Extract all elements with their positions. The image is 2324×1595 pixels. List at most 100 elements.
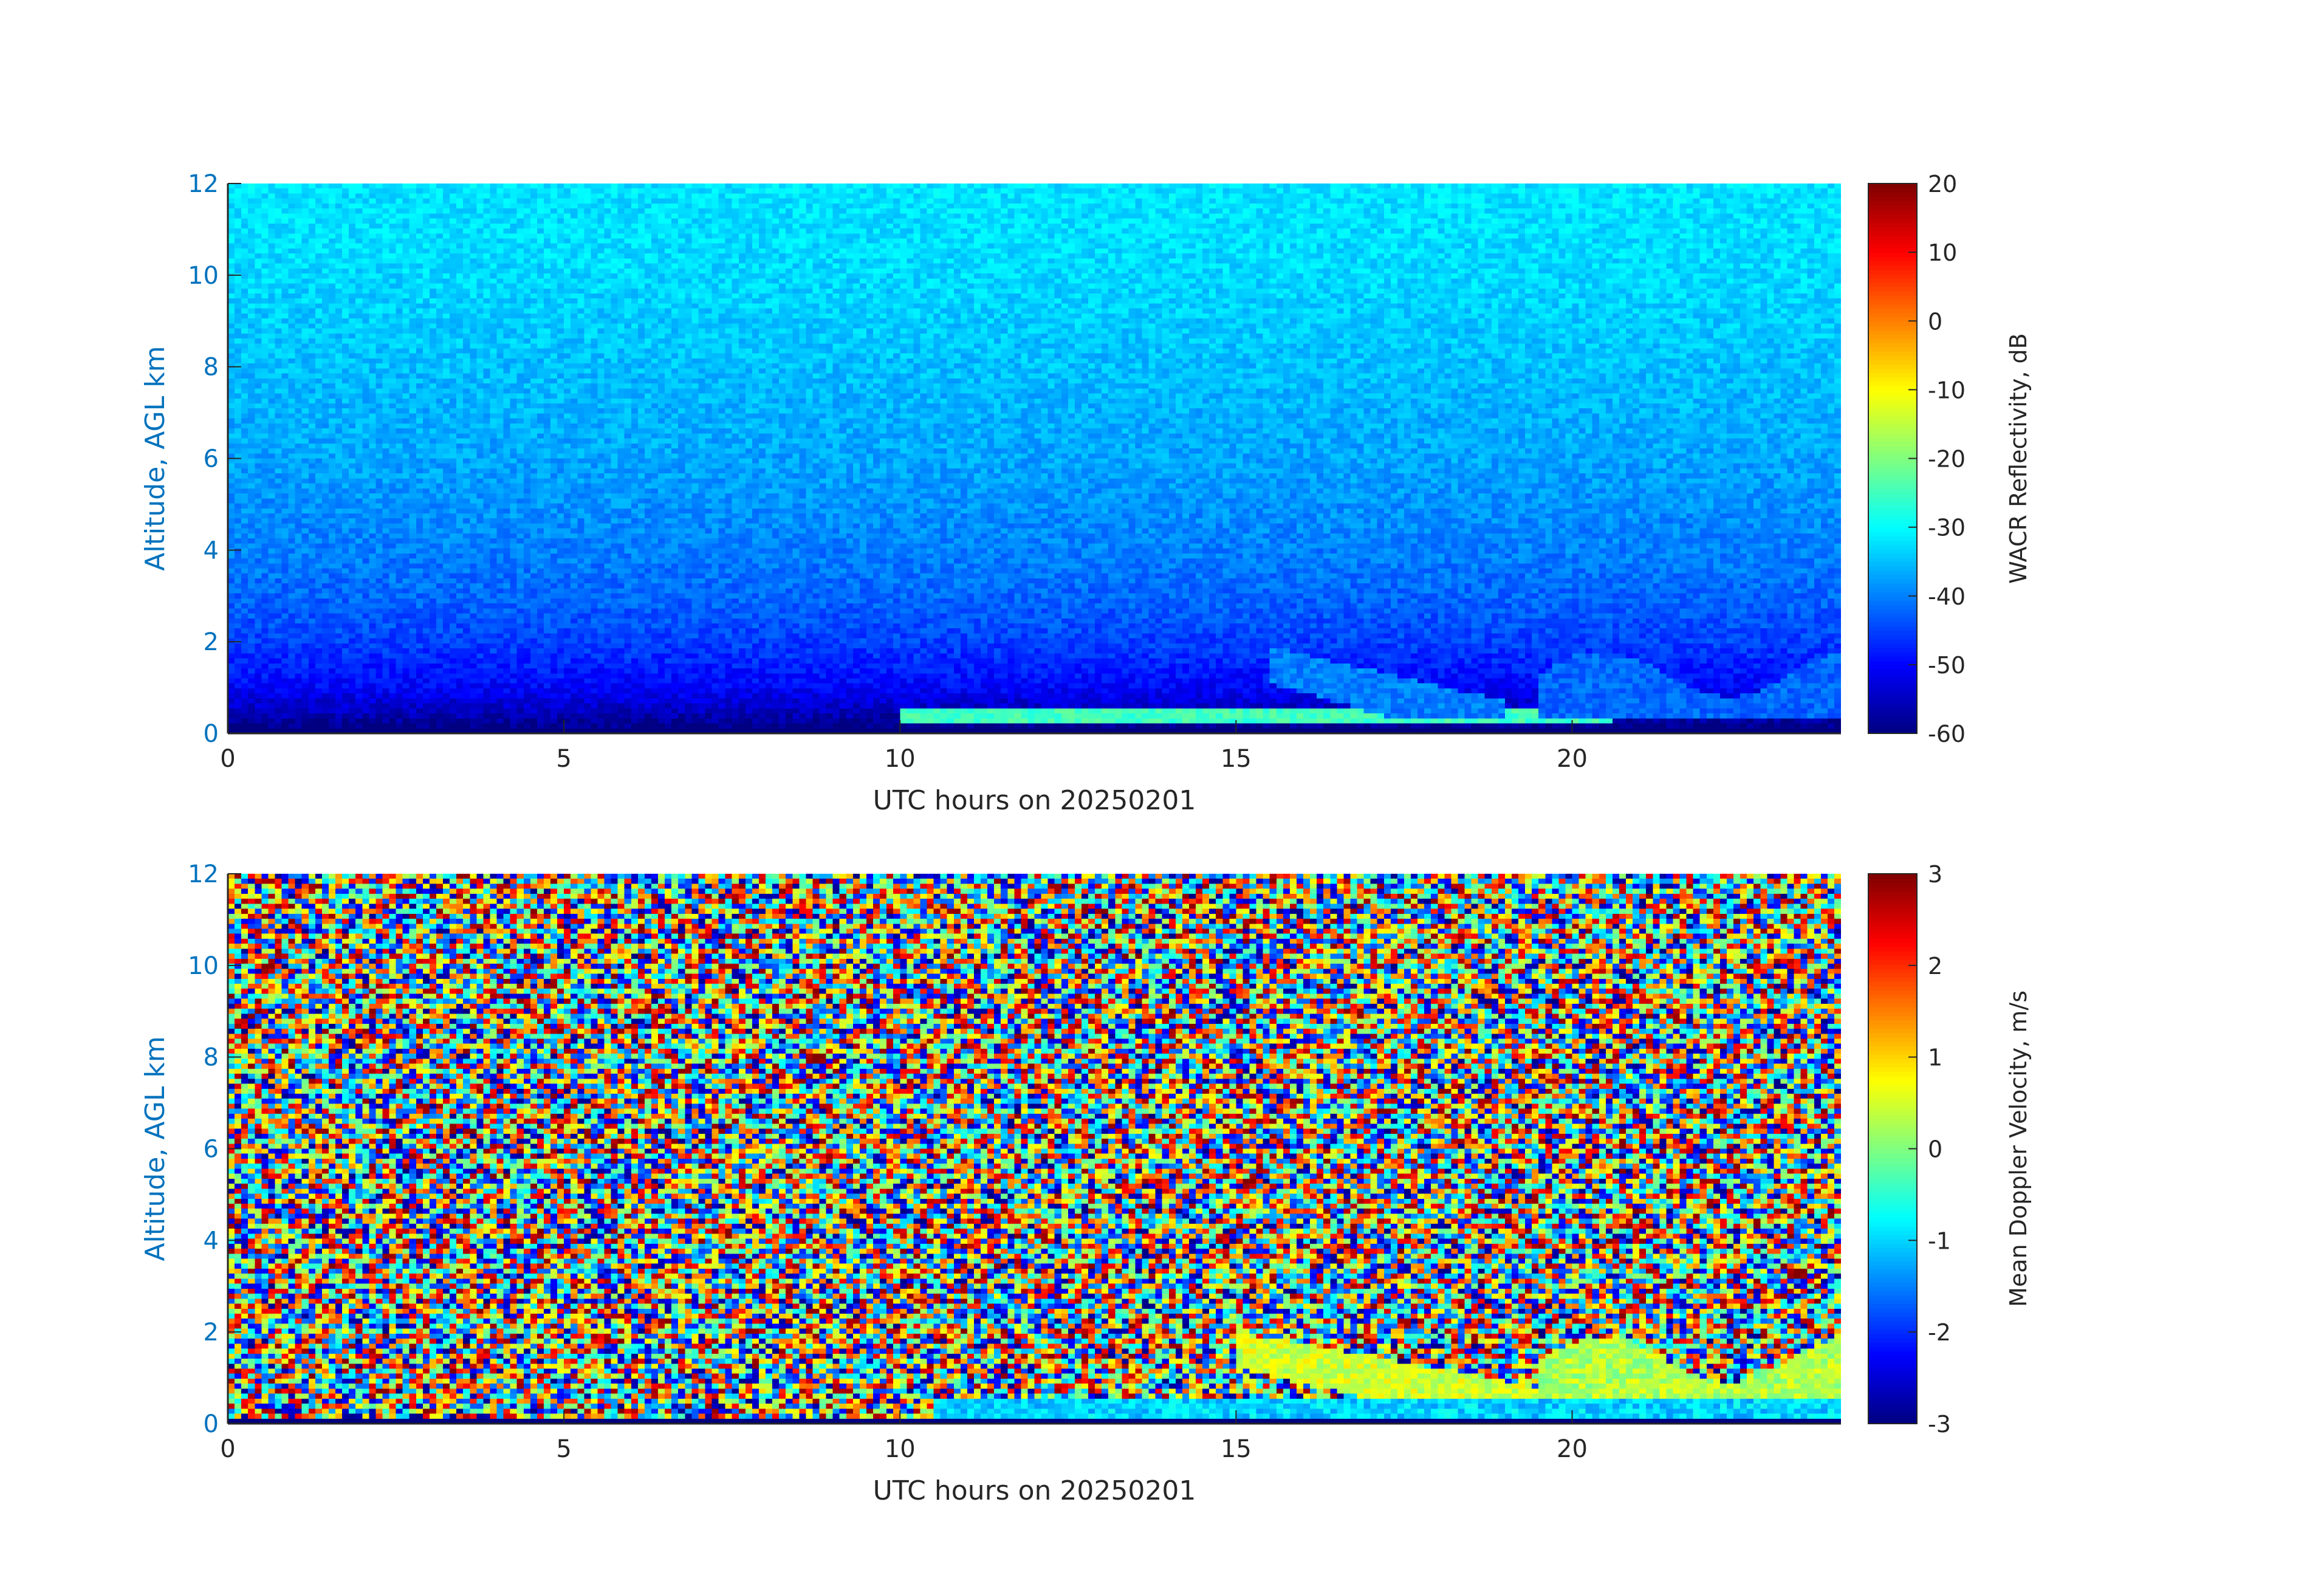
colorbar-segment	[1868, 222, 1917, 227]
y-tick-label: 4	[204, 1227, 219, 1255]
y-tick-label: 4	[204, 537, 219, 564]
colorbar-tick-label: -20	[1928, 446, 1966, 473]
colorbar-segment	[1868, 1230, 1917, 1235]
colorbar-segment	[1868, 587, 1917, 592]
colorbar-segment	[1868, 1187, 1917, 1193]
y-axis-label: Altitude, AGL km	[140, 346, 171, 571]
colorbar-segment	[1868, 1410, 1917, 1416]
colorbar-segment	[1868, 929, 1917, 935]
y-tick-label: 8	[204, 354, 219, 382]
colorbar-segment	[1868, 964, 1917, 969]
colorbar-segment	[1868, 1359, 1917, 1365]
colorbar-segment	[1868, 707, 1917, 713]
colorbar-segment	[1868, 325, 1917, 331]
colorbar-tick-label: 20	[1928, 171, 1957, 197]
colorbar-segment	[1868, 1247, 1917, 1253]
colorbar-segment	[1868, 664, 1917, 670]
colorbar-segment	[1868, 690, 1917, 696]
colorbar-segment	[1868, 951, 1917, 956]
x-tick-label: 15	[1221, 1435, 1252, 1463]
colorbar-segment	[1868, 553, 1917, 558]
colorbar-segment	[1868, 1192, 1917, 1197]
colorbar-segment	[1868, 1277, 1917, 1283]
colorbar-segment	[1868, 406, 1917, 412]
colorbar-segment	[1868, 286, 1917, 292]
colorbar-segment	[1868, 1041, 1917, 1046]
colorbar-segment	[1868, 912, 1917, 918]
colorbar-segment	[1868, 450, 1917, 455]
colorbar-segment	[1868, 531, 1917, 537]
colorbar-segment	[1868, 656, 1917, 661]
colorbar-segment	[1868, 1075, 1917, 1081]
x-tick-label: 5	[556, 1435, 571, 1463]
colorbar-segment	[1868, 540, 1917, 545]
colorbar-segment	[1868, 479, 1917, 485]
y-tick-label: 8	[204, 1044, 219, 1072]
colorbar-segment	[1868, 484, 1917, 489]
colorbar-segment	[1868, 1264, 1917, 1270]
colorbar-segment	[1868, 617, 1917, 623]
colorbar-segment	[1868, 433, 1917, 438]
y-tick-label: 12	[188, 170, 219, 198]
colorbar-segment	[1868, 196, 1917, 202]
colorbar-segment	[1868, 445, 1917, 451]
colorbar-tick-label: 2	[1928, 953, 1942, 979]
colorbar-segment	[1868, 252, 1917, 258]
colorbar-segment	[1868, 1269, 1917, 1274]
colorbar-segment	[1868, 1342, 1917, 1347]
colorbar-segment	[1868, 1385, 1917, 1390]
colorbar-segment	[1868, 506, 1917, 511]
colorbar-segment	[1868, 510, 1917, 515]
colorbar-segment	[1868, 1320, 1917, 1326]
colorbar-segment	[1868, 630, 1917, 636]
colorbar-segment	[1868, 303, 1917, 309]
colorbar-segment	[1868, 933, 1917, 939]
x-tick-label: 15	[1221, 745, 1252, 773]
colorbar-segment	[1868, 673, 1917, 679]
colorbar-segment	[1868, 209, 1917, 214]
colorbar-segment	[1868, 729, 1917, 734]
colorbar-segment	[1868, 626, 1917, 631]
y-tick-label: 6	[204, 445, 219, 473]
colorbar-segment	[1868, 192, 1917, 197]
colorbar-segment	[1868, 1308, 1917, 1313]
colorbar-segment	[1868, 1071, 1917, 1077]
colorbar-segment	[1868, 998, 1917, 1004]
colorbar-segment	[1868, 1354, 1917, 1360]
y-tick-label: 6	[204, 1136, 219, 1164]
colorbar-tick-label: -60	[1928, 721, 1966, 747]
colorbar-segment	[1868, 1144, 1917, 1150]
colorbar-segment	[1868, 385, 1917, 391]
colorbar-segment	[1868, 1007, 1917, 1012]
colorbar-segment	[1868, 874, 1917, 879]
colorbar-segment	[1868, 269, 1917, 275]
x-tick-label: 0	[220, 745, 235, 773]
colorbar-segment	[1868, 282, 1917, 287]
colorbar-segment	[1868, 184, 1917, 189]
colorbar-segment	[1868, 428, 1917, 434]
colorbar-segment	[1868, 1114, 1917, 1120]
colorbar-segment	[1868, 1406, 1917, 1411]
colorbar-segment	[1868, 1170, 1917, 1175]
colorbar-segment	[1868, 959, 1917, 965]
colorbar-segment	[1868, 608, 1917, 614]
colorbar-segment	[1868, 226, 1917, 232]
colorbar-segment	[1868, 1381, 1917, 1386]
y-tick-label: 12	[188, 860, 219, 888]
colorbar-segment	[1868, 1045, 1917, 1051]
colorbar-segment	[1868, 1049, 1917, 1055]
colorbar-segment	[1868, 1256, 1917, 1261]
colorbar-segment	[1868, 488, 1917, 494]
colorbar-segment	[1868, 1183, 1917, 1189]
colorbar-segment	[1868, 613, 1917, 619]
colorbar-segment	[1868, 527, 1917, 532]
colorbar-segment	[1868, 561, 1917, 567]
colorbar-segment	[1868, 351, 1917, 356]
colorbar-tick-label: 3	[1928, 861, 1942, 888]
colorbar-segment	[1868, 1316, 1917, 1322]
colorbar-segment	[1868, 205, 1917, 210]
colorbar-segment	[1868, 308, 1917, 314]
colorbar-segment	[1868, 1054, 1917, 1060]
colorbar-segment	[1868, 724, 1917, 730]
